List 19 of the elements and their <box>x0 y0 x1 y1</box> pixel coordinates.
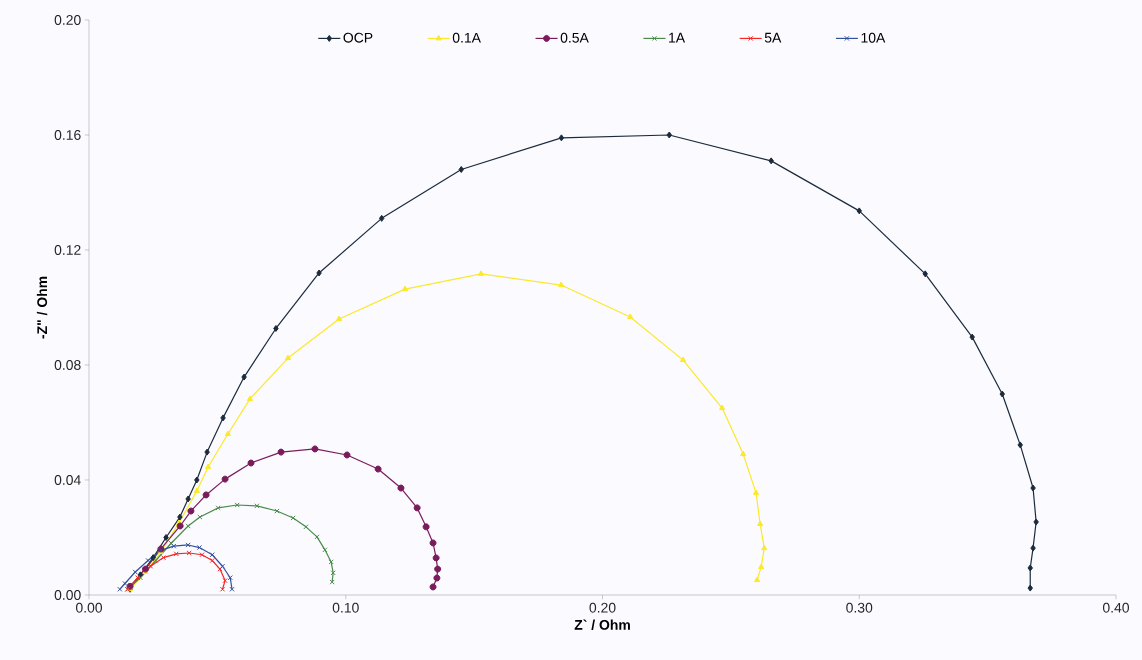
legend-label: 0.1A <box>452 32 481 43</box>
y-axis-title: -Z" / Ohm <box>36 276 48 339</box>
y-tick-label: 0.00 <box>54 590 81 600</box>
x-tick-label: 0.20 <box>589 602 616 613</box>
x-axis-title: Z` / Ohm <box>574 619 630 630</box>
legend-label: 5A <box>764 32 782 43</box>
legend-label: 10A <box>861 32 886 43</box>
y-tick-label: 0.20 <box>54 15 81 25</box>
y-tick-label: 0.12 <box>54 245 81 255</box>
x-tick-label: 0.40 <box>1102 602 1130 613</box>
x-tick-label: 0.30 <box>846 602 873 613</box>
legend-label: 0.5A <box>560 32 589 43</box>
y-tick-label: 0.04 <box>54 475 81 485</box>
x-tick-label: 0.10 <box>332 602 359 613</box>
y-tick-label: 0.16 <box>54 130 81 140</box>
x-tick-label: 0.00 <box>75 602 103 613</box>
y-tick-label: 0.08 <box>54 360 81 370</box>
legend-label: OCP <box>343 32 373 43</box>
legend-label: 1A <box>669 32 686 43</box>
